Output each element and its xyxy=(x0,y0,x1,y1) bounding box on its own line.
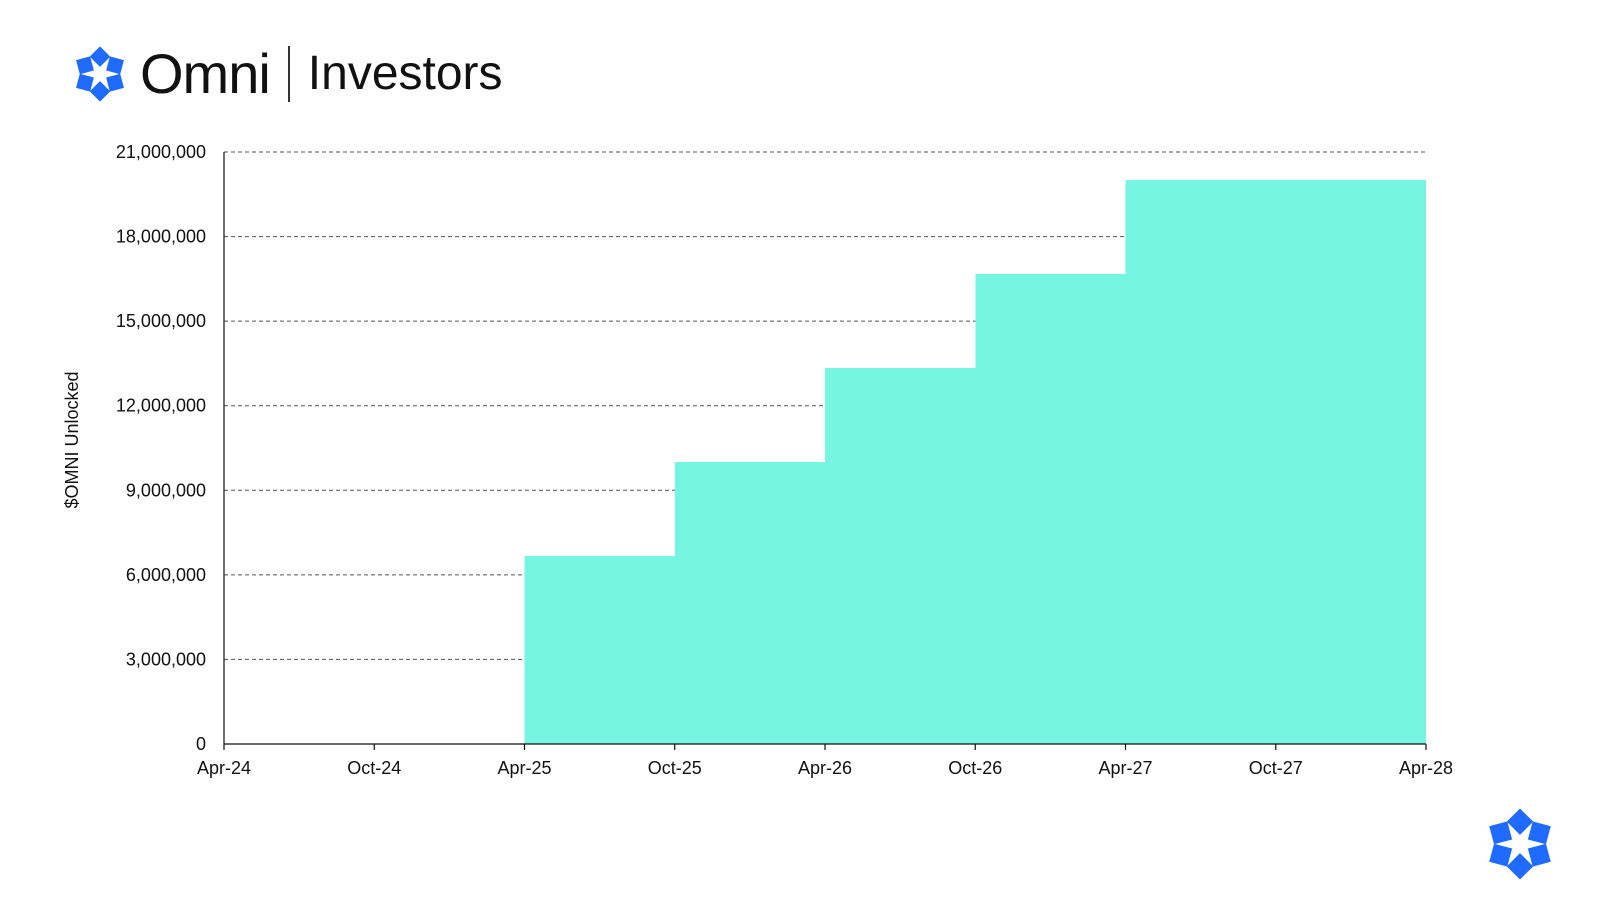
logo-square xyxy=(106,73,124,92)
omni-logo-icon xyxy=(76,46,124,102)
logo-square xyxy=(1489,821,1513,845)
logo-square xyxy=(1506,808,1534,835)
step-segment xyxy=(825,368,976,744)
y-tick-label: 9,000,000 xyxy=(126,480,206,500)
y-tick-label: 6,000,000 xyxy=(126,565,206,585)
header-divider xyxy=(287,46,290,102)
x-tick-label: Oct-26 xyxy=(948,758,1002,778)
x-tick-label: Oct-27 xyxy=(1249,758,1303,778)
y-tick-label: 18,000,000 xyxy=(116,227,206,247)
tick-labels: 0 3,000,000 6,000,000 9,000,000 12,000,000 15… xyxy=(116,142,1453,778)
step-segment xyxy=(524,555,675,744)
x-tick-label: Apr-24 xyxy=(197,758,251,778)
x-tick-label: Apr-25 xyxy=(497,758,551,778)
y-tick-label: 21,000,000 xyxy=(116,142,206,162)
step-segment xyxy=(674,462,825,744)
logo-square xyxy=(76,56,94,75)
axes xyxy=(223,152,1427,750)
x-tick-label: Oct-24 xyxy=(347,758,401,778)
area-series xyxy=(524,180,1426,744)
header: Omni Investors xyxy=(72,44,503,104)
logo-square xyxy=(1527,843,1551,867)
y-tick-label: 0 xyxy=(196,734,206,754)
logo-square xyxy=(1506,853,1534,880)
omni-mark-icon xyxy=(1489,808,1551,880)
logo-square xyxy=(89,81,111,102)
logo-square xyxy=(76,73,94,92)
x-tick-label: Oct-25 xyxy=(648,758,702,778)
section-title: Investors xyxy=(307,47,503,100)
step-segment xyxy=(1125,180,1426,744)
x-tick-label: Apr-28 xyxy=(1399,758,1453,778)
brand-name: Omni xyxy=(140,42,271,105)
y-tick-label: 3,000,000 xyxy=(126,649,206,669)
logo-square xyxy=(1489,843,1513,867)
x-tick-label: Apr-26 xyxy=(798,758,852,778)
y-axis-title: $OMNI Unlocked xyxy=(62,371,82,508)
logo-square xyxy=(89,46,111,67)
logo-square xyxy=(106,56,124,75)
x-tick-label: Apr-27 xyxy=(1098,758,1152,778)
y-tick-label: 15,000,000 xyxy=(116,311,206,331)
y-tick-label: 12,000,000 xyxy=(116,396,206,416)
logo-square xyxy=(1527,821,1551,845)
step-segment xyxy=(975,274,1126,744)
